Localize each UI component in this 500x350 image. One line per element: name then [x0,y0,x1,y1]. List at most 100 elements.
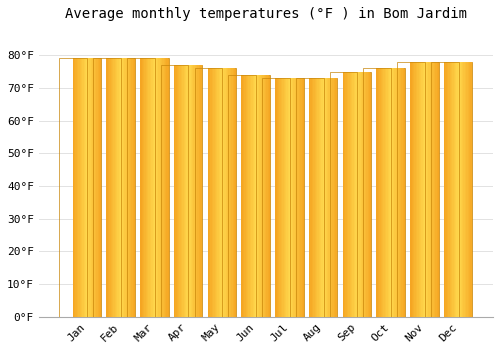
Bar [422,62,424,317]
Bar [310,78,338,317]
Bar [454,62,455,317]
Bar [123,58,124,317]
Bar [74,58,76,317]
Bar [428,62,430,317]
Bar [376,68,378,317]
Bar [165,58,166,317]
Bar [226,68,227,317]
Bar [348,71,350,317]
Bar [86,58,88,317]
Bar [431,62,458,317]
Bar [330,78,331,317]
Bar [144,58,146,317]
Bar [256,75,258,317]
Bar [252,75,254,317]
Bar [127,58,128,317]
Bar [190,65,192,317]
Bar [128,58,130,317]
Bar [444,62,446,317]
Bar [378,68,380,317]
Bar [286,78,288,317]
Bar [130,58,132,317]
Bar [119,58,120,317]
Bar [462,62,464,317]
Bar [243,75,244,317]
Bar [346,71,347,317]
Bar [265,75,266,317]
Bar [116,58,117,317]
Bar [288,78,289,317]
Bar [106,58,108,317]
Bar [60,58,87,317]
Bar [132,58,134,317]
Bar [124,58,126,317]
Bar [140,58,141,317]
Bar [316,78,318,317]
Bar [450,62,451,317]
Bar [290,78,292,317]
Bar [470,62,472,317]
Bar [96,58,98,317]
Bar [293,78,294,317]
Bar [312,78,313,317]
Bar [143,58,144,317]
Bar [186,65,188,317]
Bar [424,62,426,317]
Bar [250,75,251,317]
Bar [127,58,154,317]
Bar [364,71,365,317]
Bar [109,58,110,317]
Bar [322,78,323,317]
Bar [382,68,384,317]
Bar [296,78,298,317]
Bar [178,65,180,317]
Bar [296,78,324,317]
Bar [393,68,394,317]
Bar [350,71,351,317]
Bar [182,65,184,317]
Bar [110,58,112,317]
Bar [189,65,190,317]
Bar [199,65,200,317]
Bar [356,71,358,317]
Bar [231,68,232,317]
Bar [294,78,296,317]
Bar [188,65,189,317]
Bar [142,58,143,317]
Bar [284,78,285,317]
Bar [114,58,116,317]
Bar [161,65,188,317]
Bar [112,58,114,317]
Bar [228,68,230,317]
Bar [147,58,148,317]
Bar [282,78,284,317]
Bar [224,68,226,317]
Bar [410,62,412,317]
Bar [465,62,466,317]
Bar [417,62,418,317]
Bar [213,68,214,317]
Bar [466,62,468,317]
Bar [108,58,109,317]
Bar [327,78,328,317]
Bar [289,78,290,317]
Bar [150,58,151,317]
Bar [328,78,330,317]
Bar [276,78,278,317]
Bar [280,78,282,317]
Bar [81,58,82,317]
Bar [292,78,293,317]
Bar [369,71,370,317]
Bar [230,68,231,317]
Bar [146,58,147,317]
Bar [77,58,78,317]
Bar [355,71,356,317]
Bar [314,78,316,317]
Bar [74,58,101,317]
Bar [88,58,89,317]
Bar [464,62,465,317]
Bar [242,75,270,317]
Bar [389,68,390,317]
Bar [384,68,385,317]
Bar [427,62,428,317]
